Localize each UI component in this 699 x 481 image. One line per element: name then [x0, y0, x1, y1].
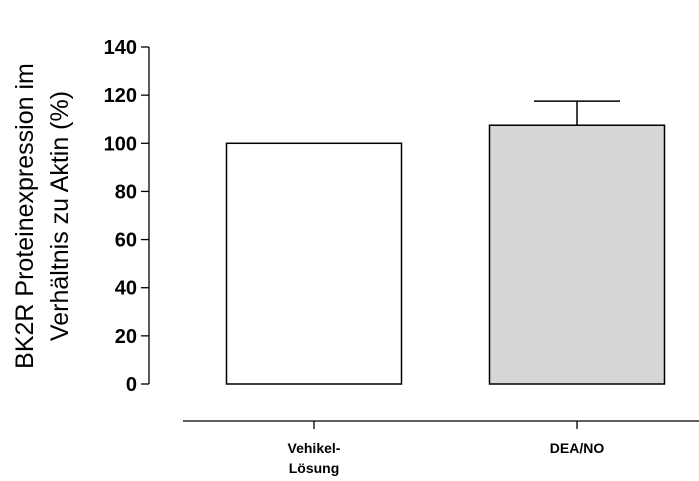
x-tick-label: Vehikel- [288, 440, 341, 456]
x-tick-label: DEA/NO [550, 440, 605, 456]
y-axis-title: BK2R Proteinexpression im Verhältnis zu A… [11, 63, 74, 369]
bar [488, 124, 666, 385]
x-axis: Vehikel- Lösung DEA/NO [183, 420, 699, 476]
bar [225, 142, 403, 385]
y-tick-label: 40 [115, 278, 137, 300]
y-tick-label: 120 [104, 85, 137, 107]
y-tick-label: 100 [104, 133, 137, 155]
y-axis: 0 20 40 60 80 100 120 140 [104, 37, 150, 396]
y-axis-title-line: Verhältnis zu Aktin (%) [46, 91, 74, 341]
y-axis-title-line: BK2R Proteinexpression im [11, 63, 39, 369]
y-tick-label: 140 [104, 37, 137, 59]
x-tick-label: Lösung [289, 460, 340, 476]
y-tick-label: 80 [115, 181, 137, 203]
y-tick-label: 60 [115, 230, 137, 252]
bars [225, 100, 666, 385]
y-tick-label: 20 [115, 326, 137, 348]
y-tick-label: 0 [126, 374, 137, 396]
